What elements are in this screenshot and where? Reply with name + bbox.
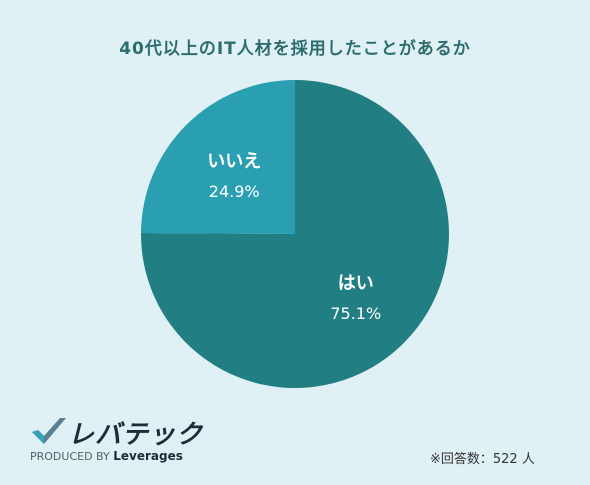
- pie-slice-1: [141, 80, 295, 234]
- produced-by-label: PRODUCED BY: [30, 450, 110, 463]
- slice-label-0: はい: [338, 273, 374, 294]
- checkmark-logo-icon: [32, 418, 66, 444]
- slice-value-1: 24.9%: [209, 182, 260, 201]
- produced-by-line: PRODUCED BY Leverages: [30, 449, 183, 463]
- chart-title: 40代以上のIT人材を採用したことがあるか: [119, 39, 471, 59]
- response-count: ※回答数：522 人: [430, 452, 535, 467]
- slice-label-1: いいえ: [207, 151, 261, 172]
- company-name: Leverages: [113, 449, 183, 463]
- levtech-logo: レバテック PRODUCED BY Leverages: [30, 412, 220, 468]
- logo-text: レバテック: [68, 420, 204, 450]
- slice-value-0: 75.1%: [330, 304, 381, 323]
